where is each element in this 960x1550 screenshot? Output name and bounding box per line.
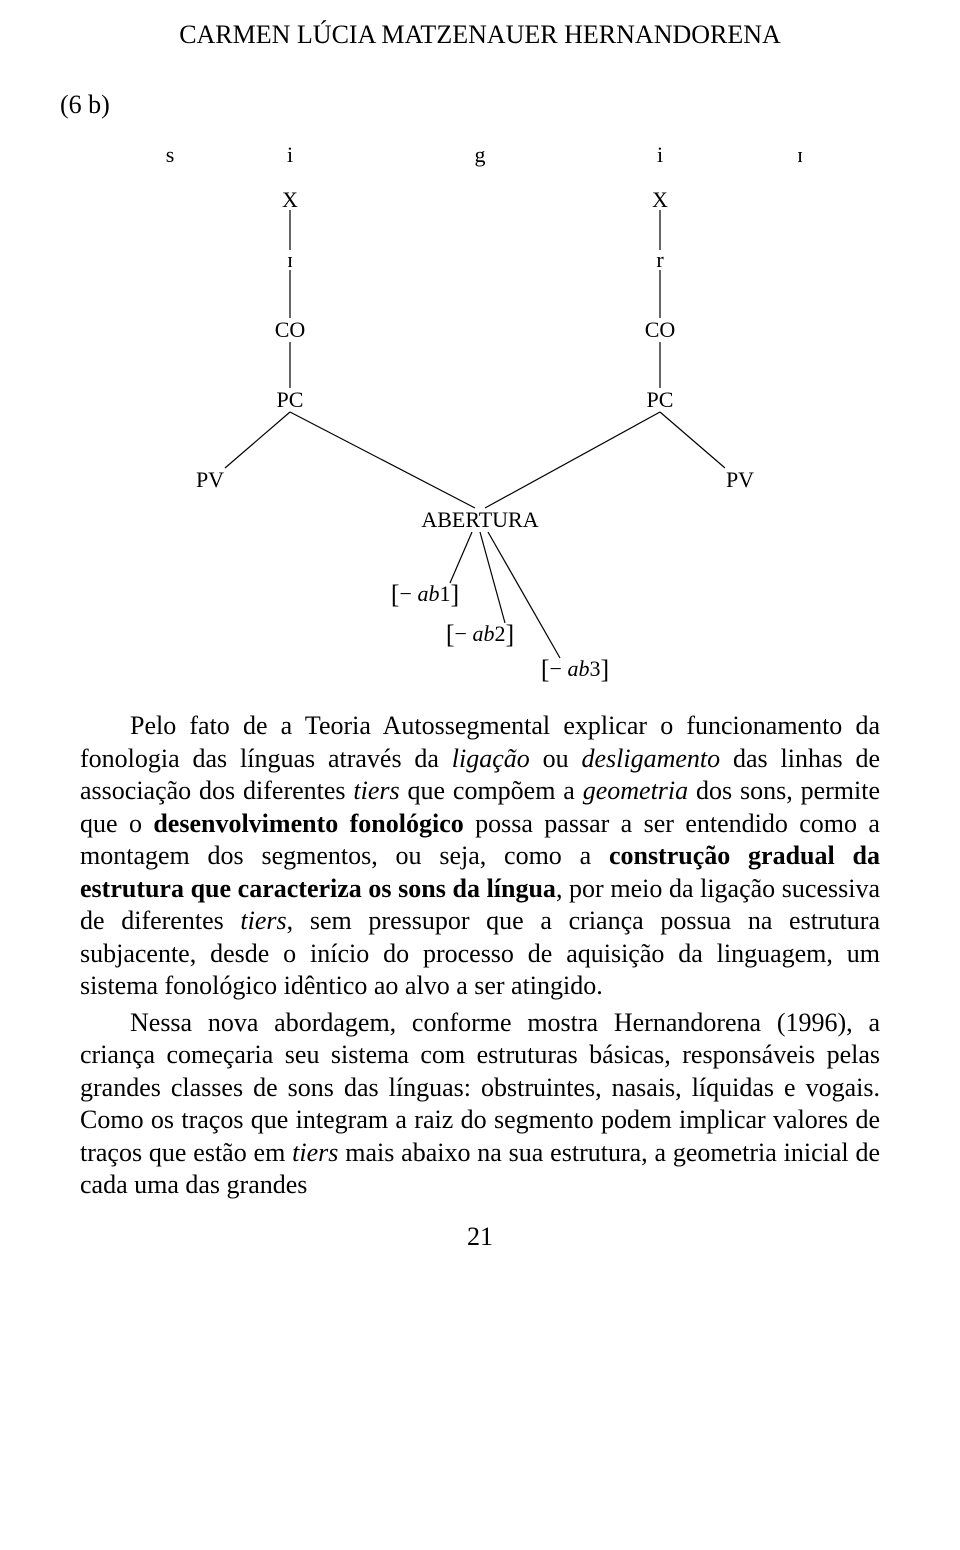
body-text: Pelo fato de a Teoria Autossegmental exp… (80, 710, 880, 1202)
text-run: tiers (353, 776, 399, 805)
page-container: CARMEN LÚCIA MATZENAUER HERNANDORENA (6 … (0, 0, 960, 1282)
tree-node-co_r: CO (645, 317, 676, 343)
tree-node-ab3: [− ab3] (541, 655, 609, 685)
text-run: ou (530, 744, 582, 773)
tree-node-seg_i2: i (657, 142, 663, 168)
text-run: que compõem a (400, 776, 583, 805)
tree-node-abertura: ABERTURA (421, 507, 538, 533)
tree-node-co_l: CO (275, 317, 306, 343)
text-run: tiers (240, 906, 286, 935)
tree-node-x_right: X (652, 187, 668, 213)
tree-node-sub_r: r (656, 247, 663, 273)
tree-node-sub_l: ɪ (287, 247, 293, 273)
example-number: (6 b) (60, 90, 880, 120)
tree-node-seg_i1: i (287, 142, 293, 168)
phonology-tree-diagram: s i g i ɪ X Xɪ r CO CO PC PC PV PV ABERTURA [− ab1] [− a… (80, 140, 880, 680)
tree-edges-svg (80, 140, 880, 680)
paragraph-1: Pelo fato de a Teoria Autossegmental exp… (80, 710, 880, 1003)
tree-node-x_left: X (282, 187, 298, 213)
tree-node-pv_l: PV (196, 467, 224, 493)
text-run: desligamento (582, 744, 721, 773)
author-header: CARMEN LÚCIA MATZENAUER HERNANDORENA (80, 20, 880, 50)
tree-node-pv_r: PV (726, 467, 754, 493)
tree-node-ab1: [− ab1] (391, 580, 459, 610)
tree-node-ab2: [− ab2] (446, 620, 514, 650)
tree-node-pc_l: PC (277, 387, 304, 413)
tree-node-pc_r: PC (647, 387, 674, 413)
text-run: tiers (292, 1138, 338, 1167)
tree-node-seg_l: ɪ (797, 142, 803, 168)
text-run: ligação (452, 744, 530, 773)
paragraph-2: Nessa nova abordagem, conforme mostra He… (80, 1007, 880, 1202)
page-number: 21 (80, 1222, 880, 1252)
tree-node-seg_s: s (166, 142, 175, 168)
text-run: geometria (583, 776, 688, 805)
text-run: desenvolvimento fonológico (153, 809, 463, 838)
tree-node-seg_g: g (475, 142, 486, 168)
